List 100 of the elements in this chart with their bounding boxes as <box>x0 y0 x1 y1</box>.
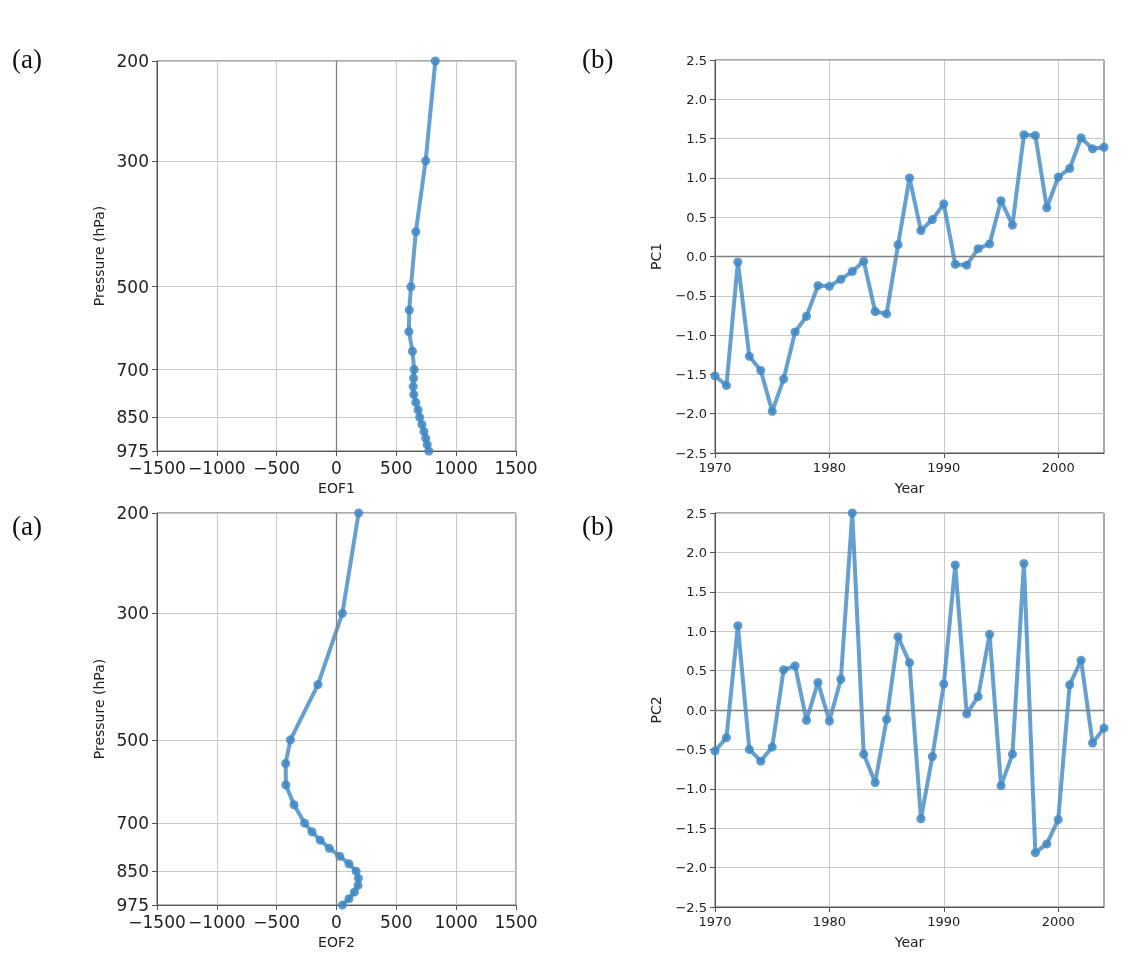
point <box>916 814 926 824</box>
y-axis-title: PC1 <box>648 242 664 271</box>
y-tick-label: 2.0 <box>686 91 707 107</box>
point <box>996 781 1006 791</box>
text: (a) <box>12 510 42 541</box>
point <box>415 412 425 422</box>
point <box>300 818 310 828</box>
x-tick-label: −1000 <box>188 911 246 932</box>
y-tick-label: 0.5 <box>686 663 707 679</box>
point <box>710 746 720 756</box>
x-tick-label: 500 <box>380 911 413 932</box>
text: (b) <box>582 43 614 74</box>
point <box>1007 749 1017 759</box>
point <box>404 327 414 337</box>
point <box>404 305 414 315</box>
point <box>779 374 789 384</box>
y-axis-title: PC2 <box>648 696 664 724</box>
y-tick-label: 200 <box>116 503 149 523</box>
point <box>893 240 903 250</box>
y-tick-label: −0.5 <box>675 741 707 757</box>
point <box>721 380 731 390</box>
point <box>337 900 347 910</box>
point <box>281 758 291 768</box>
x-tick-label: 1980 <box>812 460 846 475</box>
point <box>973 692 983 702</box>
point <box>779 665 789 675</box>
x-tick-label: 1500 <box>494 911 538 932</box>
point <box>408 346 417 356</box>
y-tick-label: −1.0 <box>675 781 707 797</box>
y-tick-label: 1.0 <box>686 170 707 186</box>
point <box>962 260 972 270</box>
point <box>285 735 295 745</box>
y-tick-label: 0.5 <box>686 209 707 225</box>
text: (a) <box>12 43 42 74</box>
point <box>744 744 754 754</box>
point <box>985 239 995 249</box>
y-tick-label: 2.5 <box>686 52 707 68</box>
point <box>882 309 892 319</box>
point <box>337 608 347 618</box>
x-tick-label: 1000 <box>434 457 478 478</box>
point <box>1053 172 1063 182</box>
point <box>905 173 914 183</box>
y-tick-label: 2.5 <box>686 505 707 521</box>
point <box>1019 130 1029 140</box>
point <box>1099 142 1109 152</box>
point <box>756 756 766 766</box>
y-tick-label: −2.5 <box>675 445 707 461</box>
x-tick-label: 1990 <box>927 914 961 929</box>
point <box>927 215 937 225</box>
y-axis-title: Pressure (hPa) <box>90 205 107 307</box>
y-tick-label: −1.5 <box>675 820 707 836</box>
point <box>756 365 766 375</box>
point <box>307 827 317 837</box>
x-tick-label: 2000 <box>1041 914 1075 929</box>
point <box>1030 848 1040 858</box>
x-tick-label: 1990 <box>927 460 961 475</box>
x-axis-title: EOF1 <box>318 480 355 496</box>
y-tick-label: −1.5 <box>675 366 707 382</box>
point <box>721 733 731 743</box>
y-tick-label: 300 <box>116 603 149 624</box>
point <box>354 508 364 518</box>
point <box>344 859 354 869</box>
y-tick-label: 200 <box>116 51 149 71</box>
point <box>411 227 421 237</box>
text: (b) <box>582 510 614 541</box>
point <box>836 274 846 284</box>
y-tick-label: −2.0 <box>675 860 707 876</box>
y-tick-label: 1.5 <box>686 131 707 147</box>
y-tick-label: 1.5 <box>686 584 707 600</box>
x-axis-title: EOF2 <box>318 934 355 950</box>
point <box>767 742 777 752</box>
x-tick-label: −500 <box>253 911 301 932</box>
x-tick-label: 1000 <box>434 911 478 932</box>
x-tick-label: 0 <box>331 457 342 478</box>
point <box>790 327 800 337</box>
y-tick-label: 0.0 <box>686 249 707 264</box>
point <box>847 266 857 276</box>
y-tick-label: 700 <box>116 359 149 380</box>
point <box>430 56 440 66</box>
y-tick-label: 700 <box>116 813 149 834</box>
point <box>344 894 354 904</box>
point <box>324 843 334 853</box>
point <box>950 259 960 269</box>
point <box>916 226 926 236</box>
x-tick-label: 1500 <box>494 457 538 478</box>
point <box>870 778 880 787</box>
point <box>413 405 423 415</box>
y-tick-label: 500 <box>116 729 149 750</box>
x-tick-label: 1970 <box>698 460 732 475</box>
x-tick-label: 500 <box>380 457 413 478</box>
x-tick-label: 1970 <box>698 914 732 929</box>
point <box>802 311 812 321</box>
point <box>1088 144 1098 154</box>
point <box>409 373 419 383</box>
x-axis-title: Year <box>893 480 925 496</box>
point <box>406 282 416 292</box>
y-tick-label: −2.0 <box>675 406 707 422</box>
point <box>882 714 892 724</box>
point <box>802 715 812 725</box>
x-tick-label: 2000 <box>1041 460 1075 475</box>
